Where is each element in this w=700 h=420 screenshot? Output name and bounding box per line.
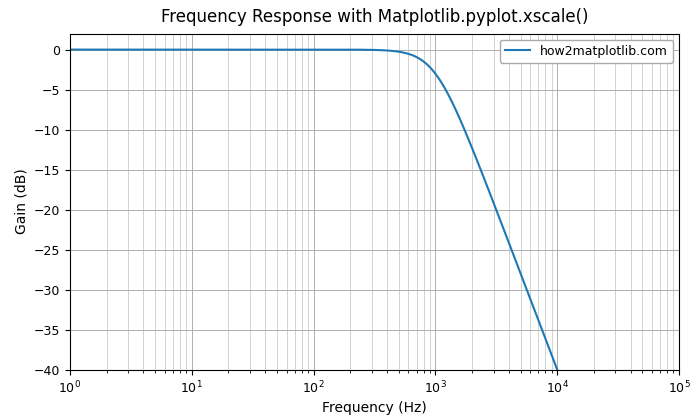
Line: how2matplotlib.com: how2matplotlib.com xyxy=(70,50,679,420)
Title: Frequency Response with Matplotlib.pyplot.xscale(): Frequency Response with Matplotlib.pyplo… xyxy=(161,8,588,26)
X-axis label: Frequency (Hz): Frequency (Hz) xyxy=(322,402,427,415)
how2matplotlib.com xyxy=(66,47,74,52)
how2matplotlib.com xyxy=(462,131,470,136)
how2matplotlib.com xyxy=(520,281,528,286)
how2matplotlib.com xyxy=(298,47,307,52)
how2matplotlib.com xyxy=(431,71,440,76)
Legend: how2matplotlib.com: how2matplotlib.com xyxy=(500,40,673,63)
how2matplotlib.com xyxy=(176,47,185,52)
how2matplotlib.com xyxy=(566,402,575,407)
Y-axis label: Gain (dB): Gain (dB) xyxy=(14,169,28,234)
